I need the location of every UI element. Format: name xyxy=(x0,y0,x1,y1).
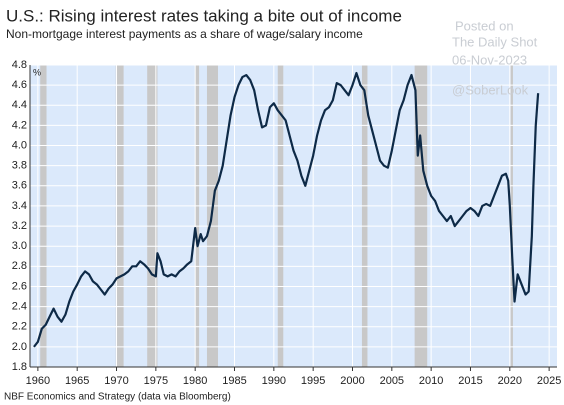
x-tick-label: 2000 xyxy=(340,375,364,387)
y-tick-label: 3.6 xyxy=(12,180,27,192)
x-tick-label: 1965 xyxy=(65,375,89,387)
watermark: @SoberLook xyxy=(452,82,529,97)
watermark: The Daily Shot xyxy=(452,34,538,49)
x-tick-label: 1990 xyxy=(262,375,286,387)
x-tick-label: 2020 xyxy=(498,375,522,387)
recession-band xyxy=(277,65,284,367)
chart-subtitle: Non-mortgage interest payments as a shar… xyxy=(6,27,363,41)
x-tick-label: 2005 xyxy=(380,375,404,387)
recession-band xyxy=(361,65,368,367)
watermark: 06-Nov-2023 xyxy=(452,52,527,67)
x-tick-label: 2010 xyxy=(419,375,443,387)
x-tick-label: 1995 xyxy=(301,375,325,387)
y-tick-label: 3.4 xyxy=(12,200,27,212)
watermark: Posted on xyxy=(455,18,514,33)
y-tick-label: 2.4 xyxy=(12,301,27,313)
chart-title: U.S.: Rising interest rates taking a bit… xyxy=(6,6,402,25)
y-tick-label: 4.6 xyxy=(12,79,27,91)
y-tick-label: 4.4 xyxy=(12,99,27,111)
recession-band xyxy=(147,65,158,367)
y-tick-label: 3.8 xyxy=(12,160,27,172)
recession-band xyxy=(115,65,124,367)
x-tick-label: 1970 xyxy=(104,375,128,387)
x-tick-label: 1980 xyxy=(183,375,207,387)
y-tick-label: 2.6 xyxy=(12,280,27,292)
y-tick-label: 1.8 xyxy=(12,361,27,373)
y-tick-label: 2.8 xyxy=(12,260,27,272)
y-tick-label: 4.2 xyxy=(12,119,27,131)
y-tick-label: 3.2 xyxy=(12,220,27,232)
y-tick-label: 4.0 xyxy=(12,139,27,151)
y-tick-label: 2.2 xyxy=(12,321,27,333)
recession-band xyxy=(195,65,200,367)
data-line xyxy=(33,71,540,348)
x-tick-label: 1975 xyxy=(144,375,168,387)
x-tick-label: 1985 xyxy=(222,375,246,387)
source: NBF Economics and Strategy (data via Blo… xyxy=(4,392,231,403)
recession-band xyxy=(40,65,47,367)
y-tick-label: 4.8 xyxy=(12,59,27,71)
x-tick-label: 2015 xyxy=(458,375,482,387)
x-tick-label: 2025 xyxy=(537,375,561,387)
y-tick-label: 3.0 xyxy=(12,240,27,252)
recession-band xyxy=(510,65,513,367)
y-tick-label: 2.0 xyxy=(12,341,27,353)
x-tick-label: 1960 xyxy=(26,375,50,387)
y-unit: % xyxy=(33,67,41,77)
